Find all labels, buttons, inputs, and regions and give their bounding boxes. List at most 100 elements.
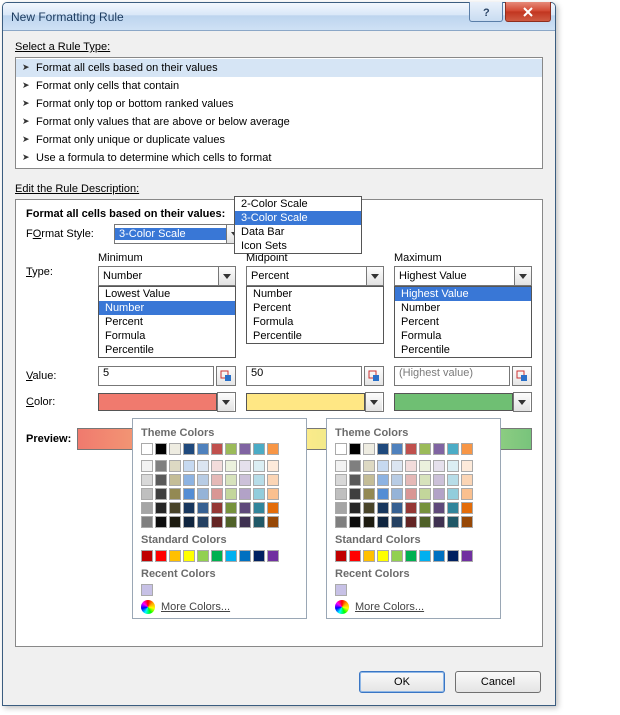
ok-button[interactable]: OK — [359, 671, 445, 693]
mid-color-dropdown[interactable] — [365, 392, 384, 412]
max-color-swatch[interactable] — [394, 393, 513, 411]
color-swatch-cell[interactable] — [335, 443, 347, 455]
rule-type-item[interactable]: Format only unique or duplicate values — [16, 131, 542, 149]
color-swatch-cell[interactable] — [225, 474, 237, 486]
ref-select-icon[interactable] — [512, 366, 532, 386]
min-type-select[interactable]: Number — [98, 266, 236, 286]
color-swatch-cell[interactable] — [169, 488, 181, 500]
color-swatch-cell[interactable] — [461, 460, 473, 472]
color-swatch-cell[interactable] — [349, 474, 361, 486]
color-swatch-cell[interactable] — [405, 502, 417, 514]
color-swatch-cell[interactable] — [155, 502, 167, 514]
min-color-dropdown[interactable] — [217, 392, 236, 412]
color-swatch-cell[interactable] — [461, 488, 473, 500]
color-swatch-cell[interactable] — [391, 443, 403, 455]
color-swatch-cell[interactable] — [155, 488, 167, 500]
rule-type-item[interactable]: Format only top or bottom ranked values — [16, 95, 542, 113]
color-swatch-cell[interactable] — [433, 460, 445, 472]
color-swatch-cell[interactable] — [377, 443, 389, 455]
color-swatch-cell[interactable] — [405, 516, 417, 528]
option[interactable]: Percentile — [247, 329, 383, 343]
cancel-button[interactable]: Cancel — [455, 671, 541, 693]
color-swatch-cell[interactable] — [253, 474, 265, 486]
option[interactable]: Percentile — [99, 343, 235, 357]
color-swatch-cell[interactable] — [253, 550, 265, 562]
mid-value-input[interactable]: 50 — [246, 366, 362, 386]
color-swatch-cell[interactable] — [433, 488, 445, 500]
min-color-swatch[interactable] — [98, 393, 217, 411]
mid-type-select[interactable]: Percent — [246, 266, 384, 286]
color-swatch-cell[interactable] — [141, 516, 153, 528]
rule-type-item[interactable]: Format only cells that contain — [16, 77, 542, 95]
color-swatch-cell[interactable] — [349, 502, 361, 514]
color-swatch-cell[interactable] — [155, 474, 167, 486]
option[interactable]: Icon Sets — [235, 239, 361, 253]
color-swatch-cell[interactable] — [183, 550, 195, 562]
color-swatch-cell[interactable] — [169, 516, 181, 528]
format-style-select[interactable]: 3-Color Scale — [114, 224, 244, 244]
color-swatch-cell[interactable] — [253, 443, 265, 455]
color-swatch-cell[interactable] — [267, 460, 279, 472]
color-swatch-cell[interactable] — [419, 516, 431, 528]
color-swatch-cell[interactable] — [155, 460, 167, 472]
color-swatch-cell[interactable] — [197, 502, 209, 514]
help-button[interactable]: ? — [469, 2, 503, 22]
mid-type-options[interactable]: Number Percent Formula Percentile — [246, 286, 384, 344]
color-swatch-cell[interactable] — [267, 443, 279, 455]
color-swatch-cell[interactable] — [335, 516, 347, 528]
option[interactable]: Percentile — [395, 343, 531, 357]
color-picker[interactable]: Theme ColorsStandard ColorsRecent Colors… — [132, 418, 307, 619]
color-swatch-cell[interactable] — [391, 460, 403, 472]
color-swatch-cell[interactable] — [433, 550, 445, 562]
color-swatch-cell[interactable] — [349, 550, 361, 562]
option[interactable]: Number — [247, 287, 383, 301]
color-swatch-cell[interactable] — [447, 460, 459, 472]
dropdown-icon[interactable] — [366, 267, 383, 285]
titlebar[interactable]: New Formatting Rule ? — [3, 3, 555, 31]
color-swatch-cell[interactable] — [141, 584, 153, 596]
color-swatch-cell[interactable] — [225, 460, 237, 472]
max-type-select[interactable]: Highest Value — [394, 266, 532, 286]
color-swatch-cell[interactable] — [391, 474, 403, 486]
color-swatch-cell[interactable] — [405, 550, 417, 562]
color-swatch-cell[interactable] — [183, 516, 195, 528]
color-swatch-cell[interactable] — [447, 474, 459, 486]
dropdown-icon[interactable] — [365, 393, 382, 411]
color-swatch-cell[interactable] — [267, 516, 279, 528]
color-swatch-cell[interactable] — [155, 516, 167, 528]
dropdown-icon[interactable] — [217, 393, 234, 411]
color-swatch-cell[interactable] — [225, 488, 237, 500]
color-swatch-cell[interactable] — [225, 550, 237, 562]
color-swatch-cell[interactable] — [169, 550, 181, 562]
option[interactable]: 3-Color Scale — [235, 211, 361, 225]
color-swatch-cell[interactable] — [447, 516, 459, 528]
option[interactable]: Formula — [99, 329, 235, 343]
color-swatch-cell[interactable] — [197, 550, 209, 562]
color-swatch-cell[interactable] — [253, 488, 265, 500]
color-swatch-cell[interactable] — [363, 516, 375, 528]
color-swatch-cell[interactable] — [141, 502, 153, 514]
color-swatch-cell[interactable] — [447, 488, 459, 500]
color-swatch-cell[interactable] — [183, 488, 195, 500]
color-swatch-cell[interactable] — [349, 516, 361, 528]
color-swatch-cell[interactable] — [211, 488, 223, 500]
color-swatch-cell[interactable] — [377, 550, 389, 562]
color-swatch-cell[interactable] — [391, 550, 403, 562]
color-swatch-cell[interactable] — [267, 488, 279, 500]
color-swatch-cell[interactable] — [239, 460, 251, 472]
rule-type-item[interactable]: Use a formula to determine which cells t… — [16, 149, 542, 167]
mid-color-swatch[interactable] — [246, 393, 365, 411]
color-swatch-cell[interactable] — [197, 474, 209, 486]
color-swatch-cell[interactable] — [349, 460, 361, 472]
option[interactable]: Formula — [247, 315, 383, 329]
color-swatch-cell[interactable] — [419, 474, 431, 486]
color-swatch-cell[interactable] — [419, 550, 431, 562]
color-swatch-cell[interactable] — [391, 488, 403, 500]
color-swatch-cell[interactable] — [433, 516, 445, 528]
color-swatch-cell[interactable] — [169, 502, 181, 514]
max-color-dropdown[interactable] — [513, 392, 532, 412]
color-swatch-cell[interactable] — [433, 502, 445, 514]
dropdown-icon[interactable] — [514, 267, 531, 285]
color-swatch-cell[interactable] — [239, 550, 251, 562]
dropdown-icon[interactable] — [218, 267, 235, 285]
